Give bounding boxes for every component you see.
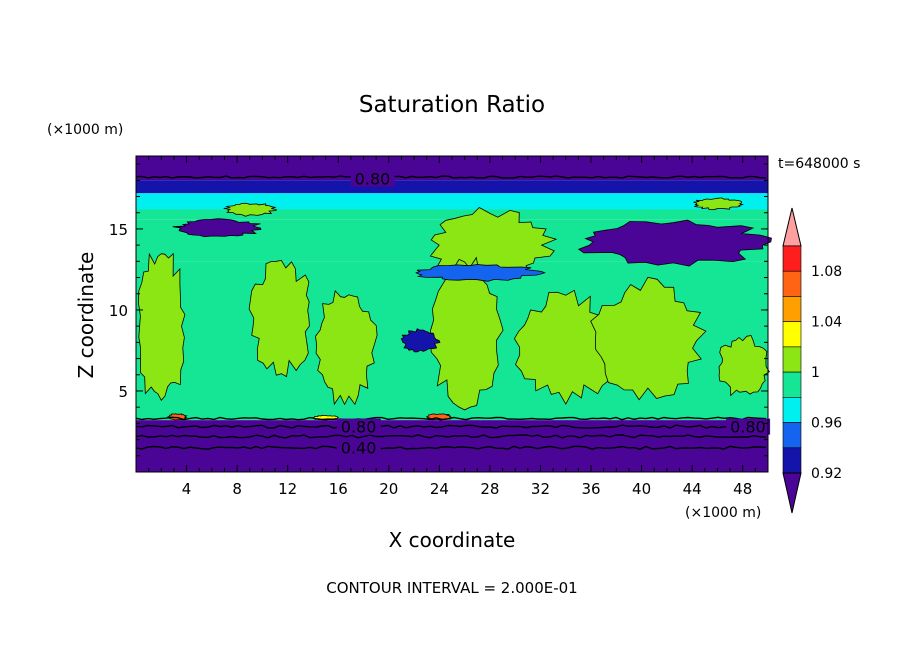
field-feature-2 (693, 197, 745, 211)
contour-label-bg-1 (336, 418, 381, 435)
colorbar-label-4: 0.92 (811, 466, 842, 482)
contour-label-0: 0.80 (355, 170, 391, 189)
colorbar-swatch-7 (782, 422, 802, 449)
x-tick-label-4: 4 (182, 480, 192, 498)
field-feature-3 (172, 218, 262, 238)
y-tick-label-10: 10 (109, 302, 128, 320)
chart-title: Saturation Ratio (359, 92, 545, 118)
plot-area (136, 156, 772, 472)
field-feature-13 (415, 264, 546, 282)
colorbar-bottom-arrow (782, 472, 802, 514)
x-tick-label-8: 8 (232, 480, 242, 498)
colorbar-swatch-1 (782, 270, 802, 297)
contour-label-bg-0 (350, 170, 395, 187)
x-tick-label-36: 36 (581, 480, 600, 498)
field-feature-10 (590, 276, 707, 401)
time-label: t=648000 s (778, 156, 860, 172)
x-tick-label-28: 28 (480, 480, 499, 498)
contour-line-lower-2 (135, 424, 767, 429)
colorbar-swatch-6 (782, 397, 802, 423)
field-feature-12 (400, 328, 441, 353)
field-feature-5 (138, 252, 186, 402)
y-axis-title: Z coordinate (74, 252, 98, 379)
field-band-0 (136, 156, 768, 181)
x-tick-label-44: 44 (683, 480, 702, 498)
y-unit-label: (×1000 m) (47, 122, 123, 138)
colorbar-swatch-4 (782, 346, 802, 373)
colorbar-label-0: 1.08 (811, 264, 842, 280)
contour-label-bg-3 (336, 439, 381, 456)
field-feature-4 (577, 219, 772, 267)
x-tick-label-24: 24 (430, 480, 449, 498)
contour-label-2: 0.80 (730, 418, 766, 437)
x-axis-title: X coordinate (389, 528, 516, 552)
field-feature-7 (315, 290, 378, 406)
contour-line-upper (135, 175, 767, 179)
colorbar: 1.08 1.04 1 0.96 0.92 (782, 207, 842, 514)
field-feature-9 (513, 289, 615, 405)
y-tick-label-15: 15 (109, 221, 128, 239)
x-unit-label: (×1000 m) (685, 505, 761, 521)
colorbar-label-2: 1 (811, 365, 820, 381)
colorbar-label-3: 0.96 (811, 416, 842, 432)
x-tick-label-32: 32 (531, 480, 550, 498)
field-feature-6 (248, 259, 310, 378)
x-tick-label-48: 48 (733, 480, 752, 498)
contour-label-1: 0.80 (341, 418, 377, 437)
colorbar-swatch-5 (782, 371, 802, 398)
field-feature-11 (718, 335, 770, 397)
colorbar-label-1: 1.04 (811, 315, 842, 331)
colorbar-swatch-2 (782, 296, 802, 322)
contour-interval-footer: CONTOUR INTERVAL = 2.000E-01 (326, 579, 577, 597)
field-band-2 (136, 193, 768, 210)
colorbar-swatch-8 (782, 447, 802, 474)
contour-line-lower-3 (135, 434, 767, 439)
colorbar-swatch-0 (782, 245, 802, 272)
contour-line-lower-1 (135, 416, 767, 421)
x-tick-label-40: 40 (632, 480, 651, 498)
field-band-6 (136, 420, 768, 472)
y-tick-label-5: 5 (118, 383, 128, 401)
contour-label-3: 0.40 (341, 439, 377, 458)
x-tick-label-16: 16 (329, 480, 348, 498)
contour-label-bg-2 (726, 418, 771, 435)
x-tick-label-12: 12 (278, 480, 297, 498)
field-feature-0 (223, 202, 277, 217)
x-tick-label-20: 20 (379, 480, 398, 498)
field-band-3 (136, 209, 768, 220)
contour-line-lower-4 (135, 445, 767, 450)
contour-lines: 0.80 0.80 0.80 0.40 (135, 170, 771, 458)
field-band-1 (136, 180, 768, 194)
colorbar-top-arrow (782, 207, 802, 247)
colorbar-swatch-3 (782, 321, 802, 348)
